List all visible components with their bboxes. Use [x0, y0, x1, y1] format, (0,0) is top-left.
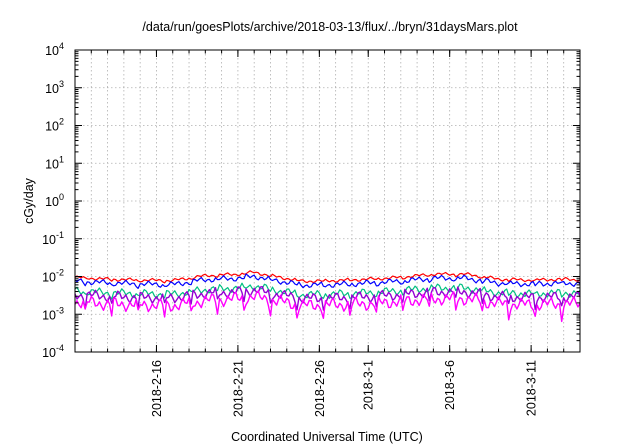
- series-group: [74, 270, 581, 323]
- x-tick-label: 2018-3-6: [443, 360, 457, 410]
- y-tick-base: 10: [42, 233, 56, 247]
- y-axis-label: cGy/day: [22, 177, 36, 224]
- grid: [75, 50, 580, 352]
- x-axis-label: Coordinated Universal Time (UTC): [231, 430, 423, 444]
- y-tick-label: 10-1: [42, 230, 64, 247]
- y-tick-label: 102: [45, 117, 64, 134]
- x-ticks: 2018-2-16 2018-2-21 2018-2-26 2018-3-1 2018-…: [74, 50, 581, 417]
- y-tick-label: 101: [45, 154, 64, 171]
- y-tick-exponent: -1: [56, 230, 64, 240]
- y-tick-exponent: 0: [59, 192, 64, 202]
- y-tick-label: 100: [45, 192, 64, 209]
- y-tick-base: 10: [42, 346, 56, 360]
- series-line-2: [74, 273, 581, 289]
- series-line-5: [74, 290, 581, 323]
- y-tick-base: 10: [42, 271, 56, 285]
- y-tick-exponent: -2: [56, 268, 64, 278]
- x-tick-label: 2018-3-1: [362, 360, 376, 410]
- y-tick-label: 104: [45, 41, 64, 58]
- y-tick-label: 10-3: [42, 305, 64, 322]
- series-line-1: [74, 270, 581, 284]
- x-tick-label: 2018-2-26: [313, 360, 327, 417]
- y-tick-exponent: -4: [56, 343, 64, 353]
- y-tick-exponent: 4: [59, 41, 64, 51]
- y-tick-label: 10-2: [42, 268, 64, 285]
- y-tick-base: 10: [42, 308, 56, 322]
- x-tick-label: 2018-3-11: [525, 360, 539, 416]
- y-tick-label: 10-4: [42, 343, 64, 360]
- chart-title: /data/run/goesPlots/archive/2018-03-13/f…: [142, 20, 518, 34]
- y-tick-exponent: 2: [59, 117, 64, 127]
- y-tick-base: 10: [45, 195, 59, 209]
- y-tick-label: 103: [45, 79, 64, 96]
- x-tick-label: 2018-2-21: [231, 360, 245, 417]
- y-tick-base: 10: [45, 82, 59, 96]
- y-tick-exponent: 3: [59, 79, 64, 89]
- x-tick-label: 2018-2-16: [150, 360, 164, 417]
- y-tick-exponent: 1: [59, 154, 64, 164]
- y-tick-exponent: -3: [56, 305, 64, 315]
- y-tick-base: 10: [45, 157, 59, 171]
- y-tick-base: 10: [45, 120, 59, 134]
- series-line-3: [74, 282, 581, 300]
- y-tick-base: 10: [45, 44, 59, 58]
